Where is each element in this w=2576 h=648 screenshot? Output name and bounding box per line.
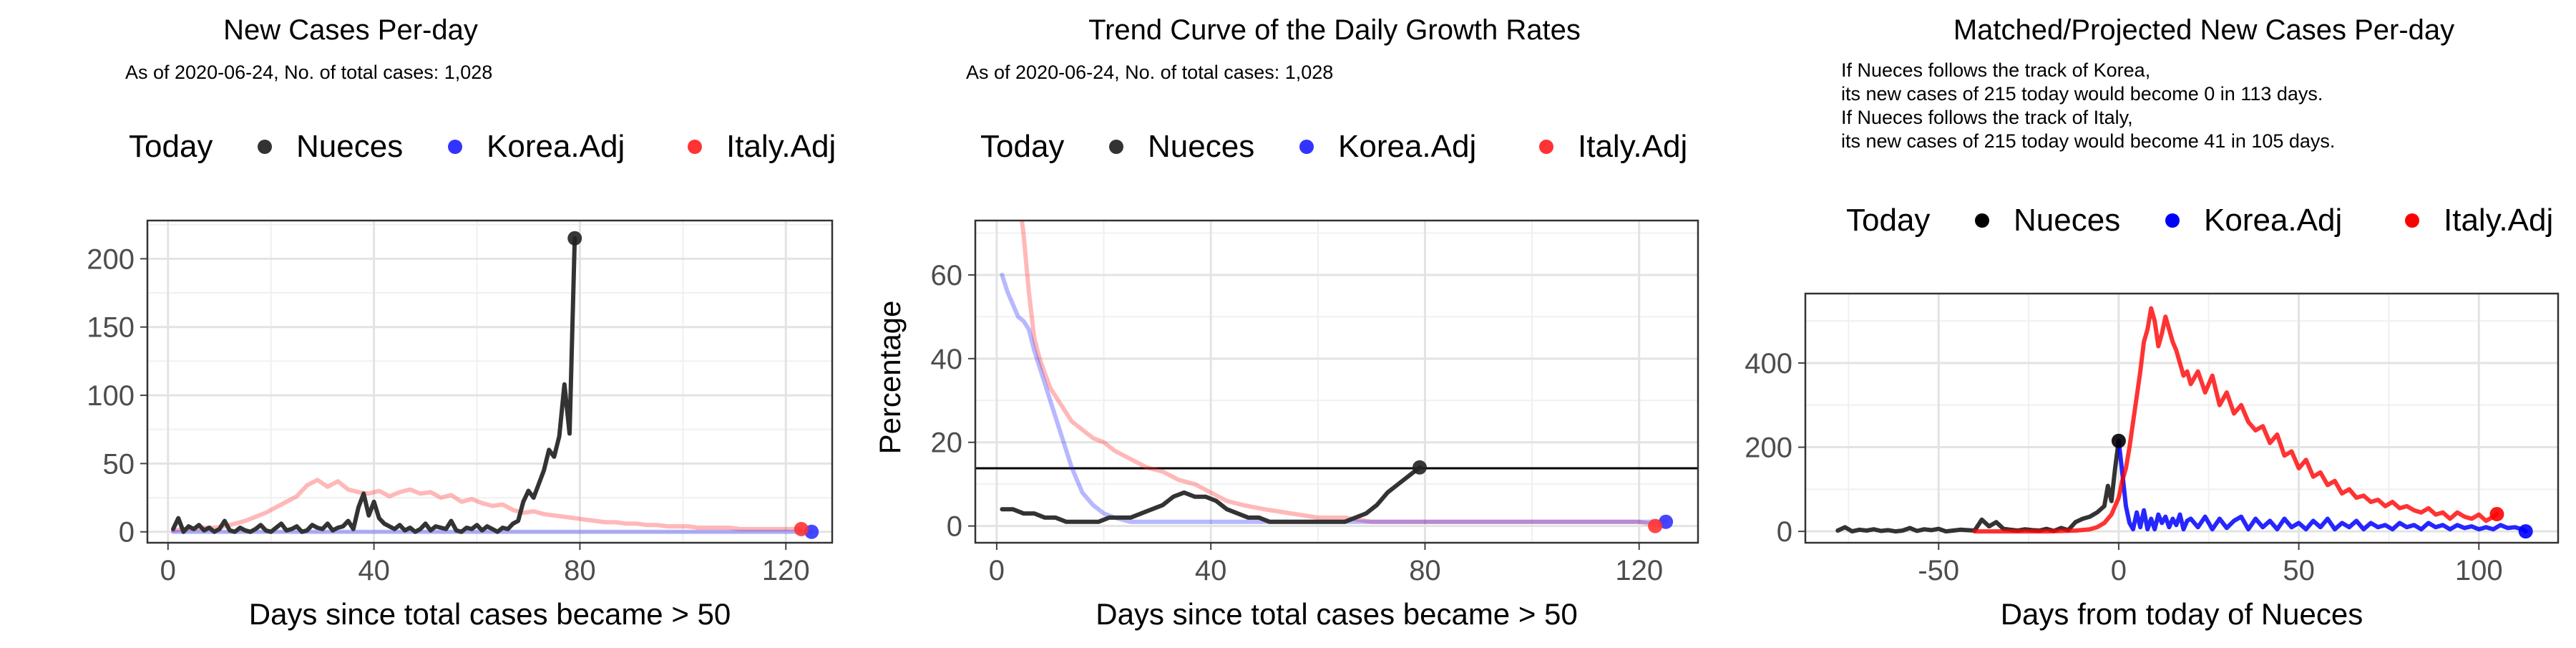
chart-2: Trend Curve of the Daily Growth Rates As …: [873, 14, 1699, 631]
plot-border: [1804, 292, 2560, 544]
legend-title: Today: [1846, 203, 1930, 238]
chart-subtitle: As of 2020-06-24, No. of total cases: 1,…: [966, 62, 1333, 83]
x-axis-label: Days since total cases became > 50: [249, 597, 731, 631]
today-point-nueces: [1412, 460, 1427, 475]
chart-note-line: its new cases of 215 today would become …: [1841, 83, 2323, 105]
plot-border: [974, 219, 1699, 544]
y-tick-label: 50: [103, 448, 135, 480]
y-tick-label: 60: [931, 260, 963, 291]
y-tick-label: 400: [1745, 348, 1792, 379]
legend-entry-label: Italy.Adj: [726, 129, 836, 164]
series-line-italy-adj: [171, 478, 804, 533]
x-tick-label: 80: [564, 555, 596, 586]
x-tick-label: 0: [2111, 555, 2127, 586]
x-tick-label: 120: [762, 555, 810, 586]
series-line-korea-adj: [1000, 273, 1669, 524]
today-point-nueces: [2111, 433, 2126, 448]
today-point-italy-adj: [1648, 518, 1663, 533]
legend-title: Today: [129, 129, 213, 164]
plot-background: [147, 221, 832, 543]
today-point-italy-adj: [2489, 507, 2504, 522]
legend-marker: [1299, 140, 1314, 154]
x-tick-label: 80: [1409, 555, 1441, 586]
x-tick-label: 0: [160, 555, 176, 586]
legend-entry-label: Italy.Adj: [1578, 129, 1687, 164]
series-line-nueces: [1000, 465, 1422, 524]
y-tick-label: 0: [119, 517, 135, 548]
x-tick-label: 40: [1195, 555, 1227, 586]
legend-entry-label: Korea.Adj: [2204, 203, 2342, 238]
chart-subtitle: As of 2020-06-24, No. of total cases: 1,…: [125, 62, 492, 83]
series-line-nueces: [171, 236, 577, 534]
plot-background: [1805, 294, 2558, 543]
x-tick-label: 40: [358, 555, 390, 586]
series-line-italy-adj: [1972, 306, 2499, 534]
today-point-nueces: [567, 231, 582, 246]
x-axis-label: Days from today of Nueces: [2001, 597, 2363, 631]
y-axis-label: Percentage: [873, 301, 907, 455]
today-point-korea-adj: [2518, 524, 2533, 539]
y-tick-label: 40: [931, 344, 963, 375]
legend-title: Today: [980, 129, 1064, 164]
x-axis-label: Days since total cases became > 50: [1096, 597, 1578, 631]
chart-note-line: its new cases of 215 today would become …: [1841, 130, 2335, 152]
x-tick-label: 50: [2283, 555, 2315, 586]
x-tick-label: -50: [1918, 555, 1959, 586]
legend-marker: [2405, 213, 2419, 228]
legend-entry-label: Korea.Adj: [487, 129, 625, 164]
chart-title: Matched/Projected New Cases Per-day: [1953, 14, 2454, 46]
y-tick-label: 0: [1777, 516, 1792, 548]
chart-3: Matched/Projected New Cases Per-day If Nu…: [1745, 14, 2560, 631]
y-tick-label: 150: [87, 312, 135, 344]
series-line-italy-adj: [1020, 221, 1663, 528]
legend-marker: [1539, 140, 1553, 154]
chart-note-line: If Nueces follows the track of Korea,: [1841, 59, 2150, 81]
legend-entry-label: Italy.Adj: [2444, 203, 2553, 238]
chart-note-line: If Nueces follows the track of Italy,: [1841, 107, 2133, 128]
x-tick-label: 0: [989, 555, 1005, 586]
today-point-italy-adj: [794, 521, 809, 536]
legend-marker: [1975, 213, 1989, 228]
plot-border: [146, 219, 834, 544]
legend-entry-label: Nueces: [1148, 129, 1254, 164]
legend-entry-label: Korea.Adj: [1338, 129, 1476, 164]
chart-title: New Cases Per-day: [223, 14, 478, 46]
y-tick-label: 200: [1745, 432, 1792, 464]
legend-marker: [1109, 140, 1123, 154]
y-tick-label: 0: [947, 511, 962, 543]
chart-title: Trend Curve of the Daily Growth Rates: [1088, 14, 1581, 46]
legend-entry-label: Nueces: [296, 129, 403, 164]
x-tick-label: 100: [2455, 555, 2503, 586]
series-line-korea-adj: [2116, 438, 2528, 534]
chart-1: New Cases Per-day As of 2020-06-24, No. o…: [87, 14, 836, 631]
y-tick-label: 20: [931, 427, 963, 459]
legend-marker: [2165, 213, 2180, 228]
legend-marker: [448, 140, 462, 154]
legend-marker: [258, 140, 272, 154]
y-tick-label: 100: [87, 380, 135, 412]
series-line-nueces: [1835, 438, 2121, 534]
legend-entry-label: Nueces: [2014, 203, 2120, 238]
legend-marker: [688, 140, 702, 154]
y-tick-label: 200: [87, 243, 135, 275]
x-tick-label: 120: [1615, 555, 1663, 586]
